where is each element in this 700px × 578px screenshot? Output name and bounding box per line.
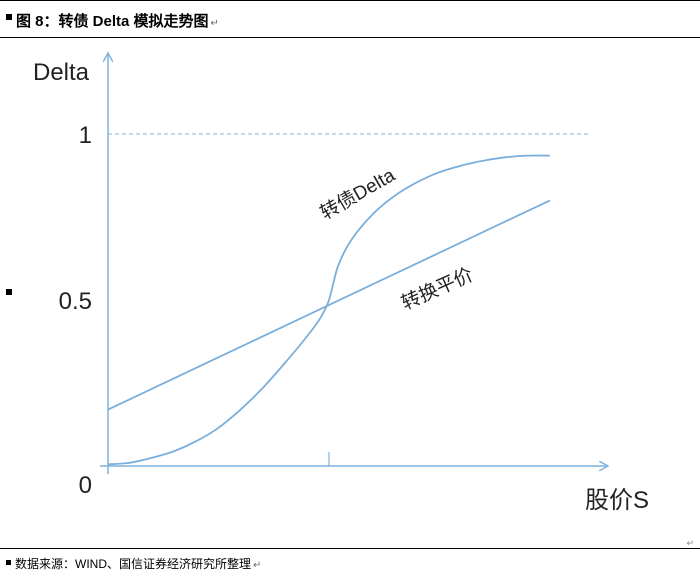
- y-tick-label: 1: [79, 122, 92, 149]
- bullet-icon: [6, 560, 11, 565]
- axes: [100, 54, 607, 474]
- bullet-icon: [6, 289, 12, 295]
- figure-title: 图 8：转债 Delta 模拟走势图 ↵: [16, 13, 219, 30]
- paragraph-mark-icon: ↵: [686, 538, 694, 548]
- bullet-icon: [6, 14, 12, 20]
- series-line-bond-delta: [107, 154, 551, 466]
- x-axis-label: 股价S: [585, 487, 649, 514]
- series-group: [107, 154, 551, 466]
- delta-chart: 0 0.5 1 Delta 股价S 转债Delta 转换平价: [33, 38, 649, 514]
- figure-title-bar: 图 8：转债 Delta 模拟走势图 ↵: [0, 0, 700, 38]
- series-label: 转债Delta: [317, 164, 400, 224]
- series-line-conversion-parity: [107, 199, 551, 411]
- series-label: 转换平价: [398, 264, 476, 315]
- y-tick-label: 0: [79, 472, 92, 499]
- y-tick-label: 0.5: [59, 288, 92, 315]
- source-note: 数据来源：WIND、国信证券经济研究所整理 ↵: [15, 557, 262, 571]
- paragraph-mark-icon: ↵: [253, 560, 262, 571]
- y-axis-label: Delta: [33, 59, 90, 86]
- labels: 0 0.5 1 Delta 股价S 转债Delta 转换平价: [33, 59, 649, 514]
- paragraph-mark-icon: ↵: [210, 18, 219, 29]
- source-footer: 数据来源：WIND、国信证券经济研究所整理 ↵: [0, 548, 700, 578]
